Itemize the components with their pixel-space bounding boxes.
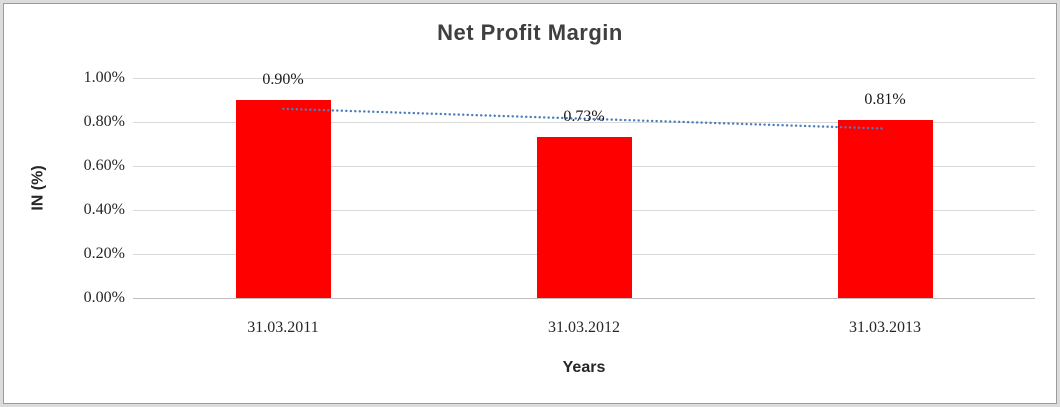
- x-tick-label: 31.03.2011: [247, 319, 319, 336]
- bar: [537, 137, 632, 298]
- x-tick-label: 31.03.2013: [849, 319, 921, 336]
- y-tick-label: 1.00%: [83, 69, 125, 86]
- y-tick-label: 0.00%: [83, 289, 125, 306]
- bar-value-label: 0.81%: [864, 90, 906, 108]
- y-tick-label: 0.60%: [83, 157, 125, 174]
- y-tick-label: 0.80%: [83, 113, 125, 130]
- x-tick-label: 31.03.2012: [548, 319, 620, 336]
- bar-value-label: 0.73%: [563, 108, 605, 126]
- bar: [236, 100, 331, 298]
- y-axis-title: IN (%): [26, 78, 52, 298]
- bar-value-label: 0.90%: [262, 71, 304, 88]
- gridline: [133, 122, 1035, 123]
- trendline: [282, 107, 886, 130]
- bar: [838, 119, 933, 298]
- y-tick-label: 0.40%: [83, 201, 125, 218]
- x-axis-line: [133, 298, 1035, 299]
- chart-title: Net Profit Margin: [437, 20, 623, 45]
- y-tick-label: 0.20%: [83, 245, 125, 262]
- gridline: [133, 78, 1035, 79]
- x-axis-title: Years: [562, 359, 606, 376]
